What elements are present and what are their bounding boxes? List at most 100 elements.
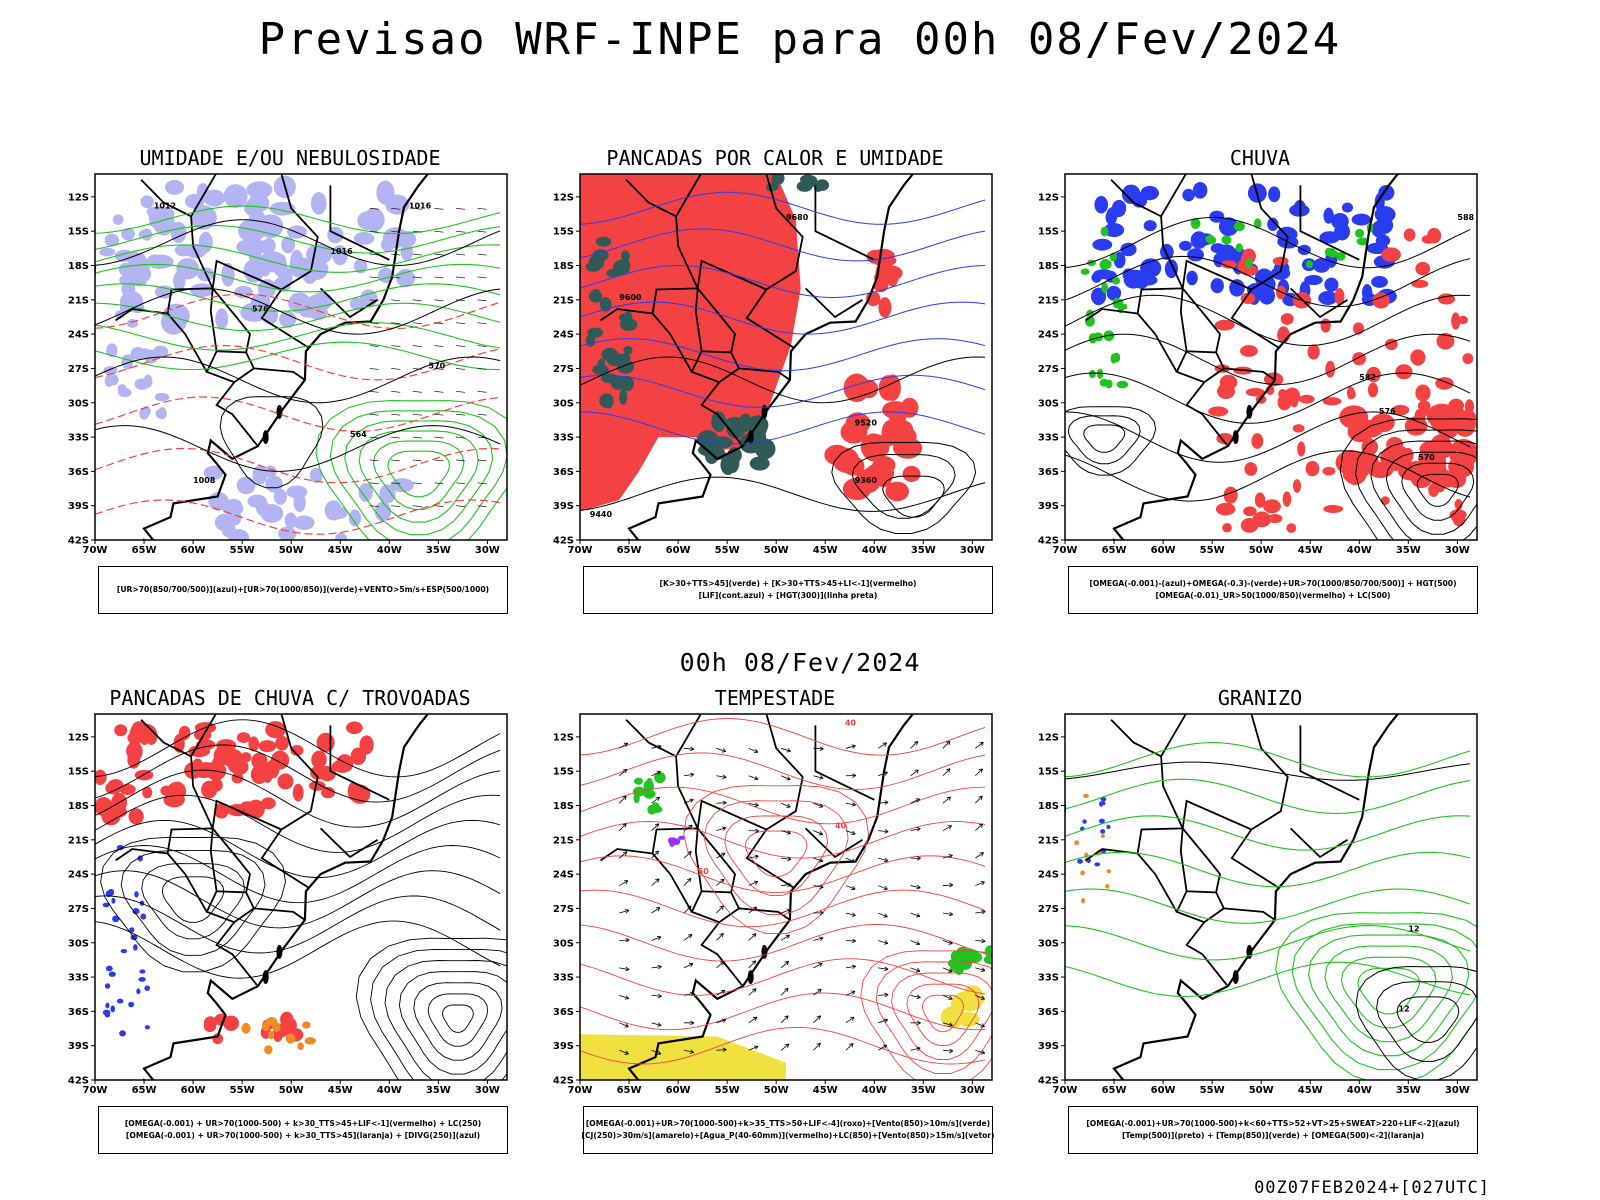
contour-label: 1008 <box>193 476 216 485</box>
wind-vector <box>915 913 921 918</box>
omega-01-area-red <box>1433 404 1455 432</box>
humidity-1000-850-contour <box>387 450 451 498</box>
thunderstorm-area-orange <box>285 1033 296 1044</box>
thunderstorm-area-red <box>346 721 363 735</box>
omega-01-area-red <box>1361 438 1379 456</box>
omega-03-area-green <box>1089 369 1096 379</box>
lon-tick-label: 70W <box>1053 545 1078 556</box>
wind-vector <box>716 775 727 778</box>
omega-01-area-red <box>1380 496 1390 505</box>
lat-tick-label: 33S <box>68 973 89 984</box>
thunderstorm-area-orange <box>304 1037 316 1045</box>
country-border <box>190 714 217 757</box>
coastline <box>95 174 430 540</box>
wind-vector <box>748 988 757 996</box>
wind-vector <box>625 937 630 943</box>
precipitable-water-contour <box>580 718 986 756</box>
omega-001-area-blue <box>1270 266 1291 280</box>
lat-tick-label: 12S <box>68 192 89 203</box>
country-border <box>1181 799 1252 831</box>
wind-vector <box>975 852 984 859</box>
wind-vector <box>412 482 422 485</box>
lat-tick-label: 36S <box>68 1007 89 1018</box>
country-border <box>651 312 693 373</box>
wind-vector <box>975 994 985 1000</box>
lon-tick-label: 40W <box>377 1085 402 1096</box>
wind-vector <box>981 938 986 944</box>
thunderstorm-area-red <box>310 765 327 780</box>
wind-vector <box>477 459 487 462</box>
omega-001-area-blue <box>1312 258 1331 273</box>
country-border <box>215 352 258 446</box>
divergence-250-blue <box>132 907 140 915</box>
wind-vector <box>391 345 401 347</box>
wind-vector <box>754 775 759 781</box>
thunderstorm-area-red <box>107 779 124 792</box>
lifted-index-contour <box>580 191 986 225</box>
hgt-500-contour <box>1065 255 1471 308</box>
wind-vector <box>412 390 422 393</box>
wind-vector <box>455 253 466 256</box>
omega-001-area-blue <box>1258 286 1276 305</box>
wind-vector <box>369 368 379 370</box>
omega-01-area-red <box>1298 394 1315 404</box>
wind-vector <box>651 878 660 886</box>
thunderstorm-area-orange <box>268 1030 275 1040</box>
lat-tick-label: 15S <box>553 227 574 238</box>
omega-01-area-red <box>1290 395 1299 408</box>
unstable-area-teal <box>621 250 630 263</box>
omega-03-area-green <box>1080 268 1090 275</box>
unstable-area-teal <box>731 418 747 436</box>
wind-vector <box>477 482 487 485</box>
country-border <box>625 179 699 289</box>
wind-vector <box>975 940 986 942</box>
wind-vector <box>654 850 659 855</box>
lc-250-streamline <box>95 719 501 778</box>
wind-vector <box>690 1020 695 1026</box>
humidity-850-700-500-patch <box>246 181 273 199</box>
lon-tick-label: 60W <box>181 545 206 556</box>
wind-vector <box>412 436 422 439</box>
wind-vector <box>657 964 662 970</box>
lat-tick-label: 18S <box>68 801 89 812</box>
wind-vector <box>981 909 986 915</box>
wind-850-area-green <box>984 945 992 959</box>
unstable-area-teal <box>606 268 621 278</box>
wind-vector <box>813 857 824 862</box>
omega-01-area-red <box>1352 352 1366 366</box>
country-border <box>1185 352 1228 446</box>
wind-vector <box>819 884 824 890</box>
lon-tick-label: 30W <box>475 1085 500 1096</box>
divergence-250-blue <box>128 1001 135 1008</box>
divergence-250-blue <box>119 1030 126 1037</box>
lat-tick-label: 21S <box>553 295 574 306</box>
country-border <box>115 827 213 862</box>
jet-250-area-yellow <box>963 992 985 1006</box>
wind-vector <box>878 885 888 890</box>
lagoon <box>276 404 283 419</box>
lagoon <box>1232 970 1239 985</box>
lon-tick-label: 55W <box>230 1085 255 1096</box>
humidity-850-700-500-patch <box>121 280 136 298</box>
omega-001-area-blue <box>1210 243 1226 254</box>
wind-vector <box>624 1050 629 1055</box>
hgt-500-contour <box>1067 415 1141 465</box>
wind-vector <box>878 857 888 862</box>
divergence-250-blue <box>107 888 115 896</box>
wind-vector <box>910 828 921 832</box>
wind-vector <box>624 995 630 1000</box>
wind-vector <box>716 1049 727 1051</box>
wind-vector <box>883 771 888 776</box>
legend-box: [UR>70(850/700/500)](azul)+[UR>70(1000/8… <box>98 566 508 614</box>
map-content: 9680 9600 9520 9360 9440 <box>580 174 986 540</box>
humidity-850-700-500-patch <box>144 349 158 364</box>
humidity-850-700-500-patch <box>190 283 215 298</box>
country-border <box>696 259 767 291</box>
omega-001-area-blue <box>1218 217 1239 237</box>
hgt-500-contour <box>1065 217 1471 269</box>
omega-01-area-red <box>1215 502 1236 516</box>
temp-850-contour <box>1308 934 1470 1057</box>
unstable-area-red <box>861 433 886 462</box>
wind-vector <box>391 482 401 485</box>
unstable-area-red <box>902 465 921 483</box>
